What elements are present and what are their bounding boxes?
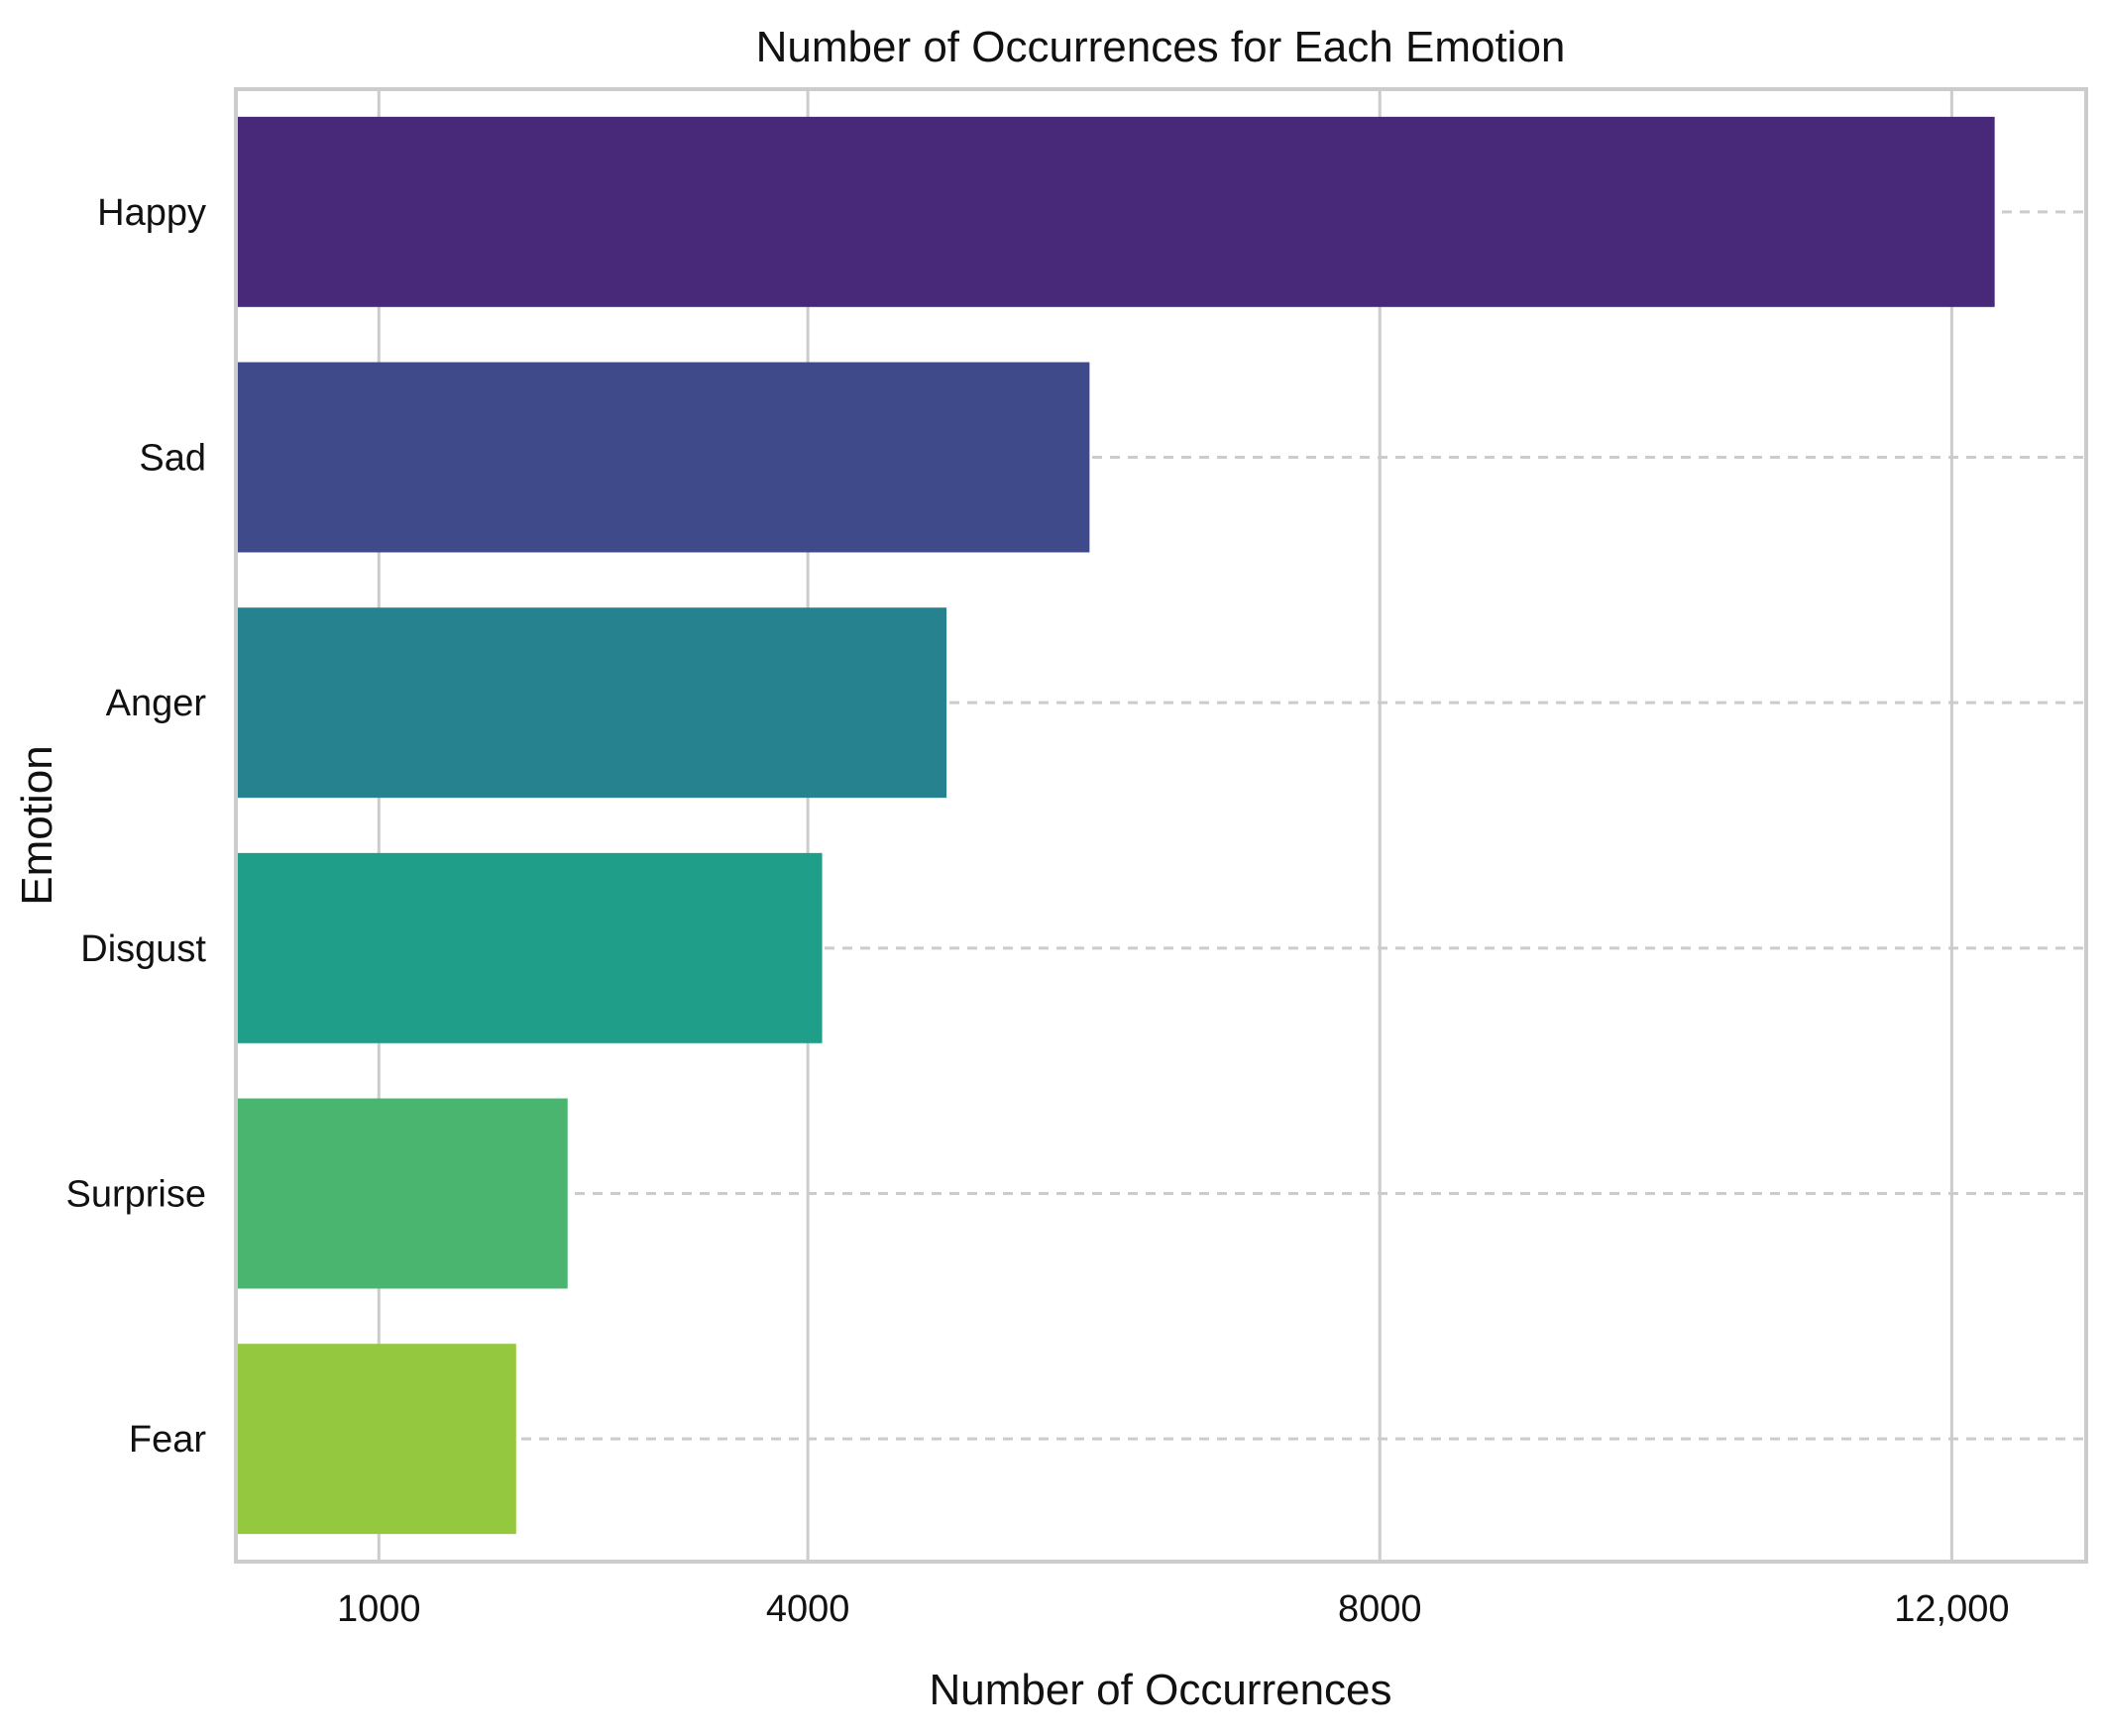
y-tick-label: Fear (129, 1419, 206, 1461)
x-tick-label: 12,000 (1894, 1588, 2009, 1630)
x-axis-label: Number of Occurrences (929, 1666, 1391, 1714)
y-tick-label: Happy (97, 192, 206, 234)
y-tick-labels: Happy Sad Anger Disgust Surprise Fear (66, 192, 207, 1461)
y-axis-label: Emotion (13, 745, 61, 905)
gridlines (236, 89, 2086, 1562)
bar-sad (236, 362, 1090, 553)
bar-happy (236, 116, 1995, 307)
chart-title: Number of Occurrences for Each Emotion (756, 23, 1566, 71)
x-tick-label: 8000 (1338, 1588, 1422, 1630)
bar-surprise (236, 1098, 568, 1289)
bar-anger (236, 607, 947, 799)
plot-frame (234, 87, 2088, 1564)
bar-disgust (236, 852, 823, 1043)
y-tick-label: Disgust (80, 928, 206, 970)
bar-fear (236, 1344, 516, 1535)
y-tick-label: Anger (106, 683, 207, 724)
x-tick-labels: 1000 4000 8000 12,000 (337, 1588, 2009, 1630)
x-tick-label: 1000 (337, 1588, 421, 1630)
y-tick-label: Sad (139, 438, 206, 480)
x-tick-label: 4000 (766, 1588, 850, 1630)
bars (236, 116, 1995, 1535)
y-tick-label: Surprise (66, 1174, 207, 1216)
